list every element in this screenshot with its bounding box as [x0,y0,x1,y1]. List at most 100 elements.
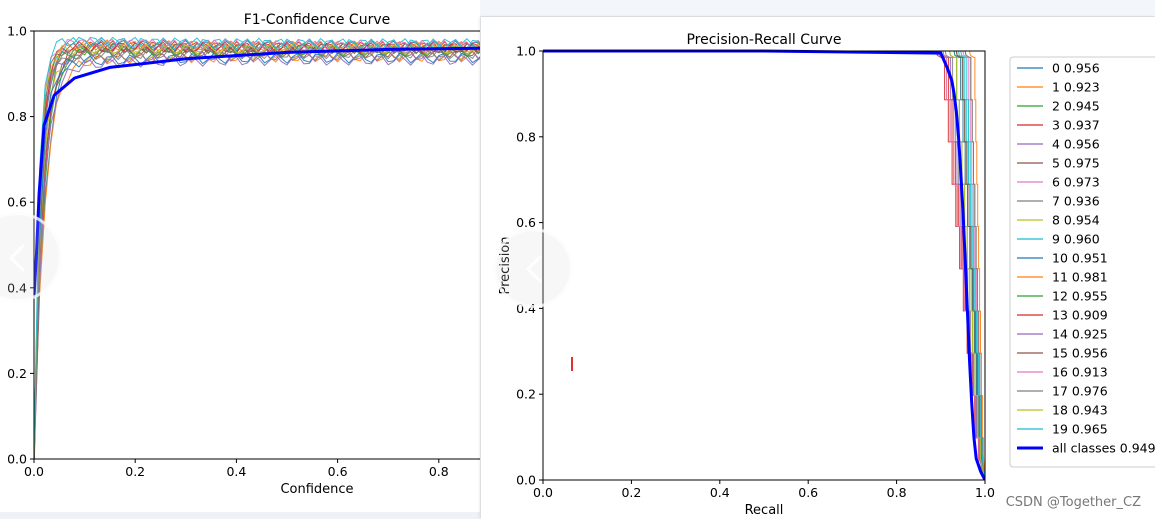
class-pr-curve [543,50,985,480]
class-pr-curve [543,50,985,480]
legend-label: 19 0.965 [1052,422,1108,437]
class-pr-curve [543,50,985,480]
legend-label: 8 0.954 [1052,213,1100,228]
f1-axes-frame [33,30,480,460]
y-tick-label: 0.8 [516,129,536,144]
y-tick-label: 0.6 [7,195,27,210]
class-pr-curve [543,50,985,480]
plot-area [543,49,985,480]
class-pr-curve [543,50,985,480]
class-pr-curve [543,50,985,480]
y-tick-label: 0.8 [7,109,27,124]
chevron-left-icon [8,243,38,273]
watermark: CSDN @Together_CZ [1005,495,1141,510]
class-pr-curve [543,50,985,480]
legend-label: 5 0.975 [1052,156,1100,171]
class-f1-curve [34,54,480,459]
y-tick-label: 0.0 [7,452,27,467]
class-f1-curve [34,41,480,453]
legend-label: 17 0.976 [1052,384,1108,399]
legend: 0 0.956 1 0.923 2 0.945 3 0.937 4 0.956 5 0.9… [1009,56,1155,468]
y-tick-label: 0.0 [516,473,536,488]
class-f1-curve [34,39,480,459]
class-pr-curve [543,50,985,480]
class-pr-curve [543,50,985,480]
legend-label: 4 0.956 [1052,137,1100,152]
class-pr-curve [543,50,985,480]
precision-recall-chart: Precision-Recall Curve 0.0 0.2 0.4 0.6 0.8 1.0… [498,32,1155,518]
f1-chart-panel: F1-Confidence Curve 0.0 0.2 0.4 0.6 0.8 0.0 0.2… [0,0,480,512]
legend-box [1009,56,1155,468]
chevron-left-icon [525,254,555,284]
x-tick-label: 0.8 [887,485,907,500]
legend-label: 1 0.923 [1052,80,1100,95]
class-f1-curve [34,43,480,455]
class-f1-curve [34,46,480,459]
y-tick-label: 0.2 [516,387,536,402]
class-f1-curve [34,50,480,459]
legend-label: 15 0.956 [1052,346,1108,361]
legend-label: 16 0.913 [1052,365,1108,380]
class-pr-curve [543,50,985,480]
x-tick-label: 0.0 [24,464,44,479]
x-tick-label: 0.2 [125,464,145,479]
y-tick-label: 1.0 [7,24,27,39]
y-tick-label: 1.0 [516,44,536,59]
class-pr-curve [543,50,985,480]
class-f1-curve [34,40,480,455]
plot-area [34,36,480,459]
f1-confidence-chart: F1-Confidence Curve 0.0 0.2 0.4 0.6 0.8 0.0 0.2… [7,12,480,497]
class-f1-curve [34,36,480,452]
legend-label: 7 0.936 [1052,194,1100,209]
legend-label: 12 0.955 [1052,289,1108,304]
chart-title: F1-Confidence Curve [244,12,390,28]
class-pr-curve [543,50,985,480]
legend-label-all: all classes 0.949 mAP@0.5 [1052,441,1155,456]
x-tick-label: 1.0 [975,485,995,500]
legend-label: 11 0.981 [1052,270,1108,285]
x-tick-label: 0.0 [533,485,553,500]
class-pr-curve [543,50,985,480]
legend-label: 13 0.909 [1052,308,1108,323]
x-tick-label: 0.4 [710,485,730,500]
pr-axes-frame [542,50,986,481]
class-f1-curve [34,49,480,459]
class-f1-curve [34,48,480,458]
x-tick-label: 0.6 [798,485,818,500]
next-image-button[interactable] [493,228,573,308]
class-pr-curve [543,50,985,480]
class-pr-curve [543,50,985,480]
x-axis-label: Confidence [280,482,353,497]
all-classes-pr-curve [543,49,985,480]
class-f1-curve [34,47,480,459]
x-tick-label: 0.8 [429,464,449,479]
legend-label: 18 0.943 [1052,403,1108,418]
class-pr-curve [543,50,985,480]
x-tick-label: 0.4 [226,464,246,479]
legend-label: 2 0.945 [1052,99,1100,114]
legend-label: 0 0.956 [1052,61,1100,76]
legend-label: 3 0.937 [1052,118,1100,133]
pr-chart-panel: Precision-Recall Curve 0.0 0.2 0.4 0.6 0.8 1.0… [481,17,1155,519]
legend-label: 9 0.960 [1052,232,1100,247]
class-f1-curve [34,43,480,459]
class-f1-curve [34,40,480,456]
class-f1-curve [34,51,480,459]
class-f1-curve [34,37,480,457]
class-pr-curve [543,50,985,480]
class-pr-curve [543,50,985,480]
legend-label: 6 0.973 [1052,175,1100,190]
all-classes-f1-curve [34,46,480,297]
text-cursor-icon [571,357,573,371]
class-f1-curve [34,36,480,454]
x-axis-label: Recall [745,503,784,518]
chart-title: Precision-Recall Curve [686,32,841,48]
class-f1-curve [34,39,480,456]
x-tick-label: 0.6 [328,464,348,479]
class-f1-curve [34,37,480,457]
class-pr-curve [543,50,985,480]
class-f1-curve [34,42,480,455]
y-tick-label: 0.6 [516,215,536,230]
legend-label: 10 0.951 [1052,251,1108,266]
top-toolbar-strip [480,0,1155,17]
